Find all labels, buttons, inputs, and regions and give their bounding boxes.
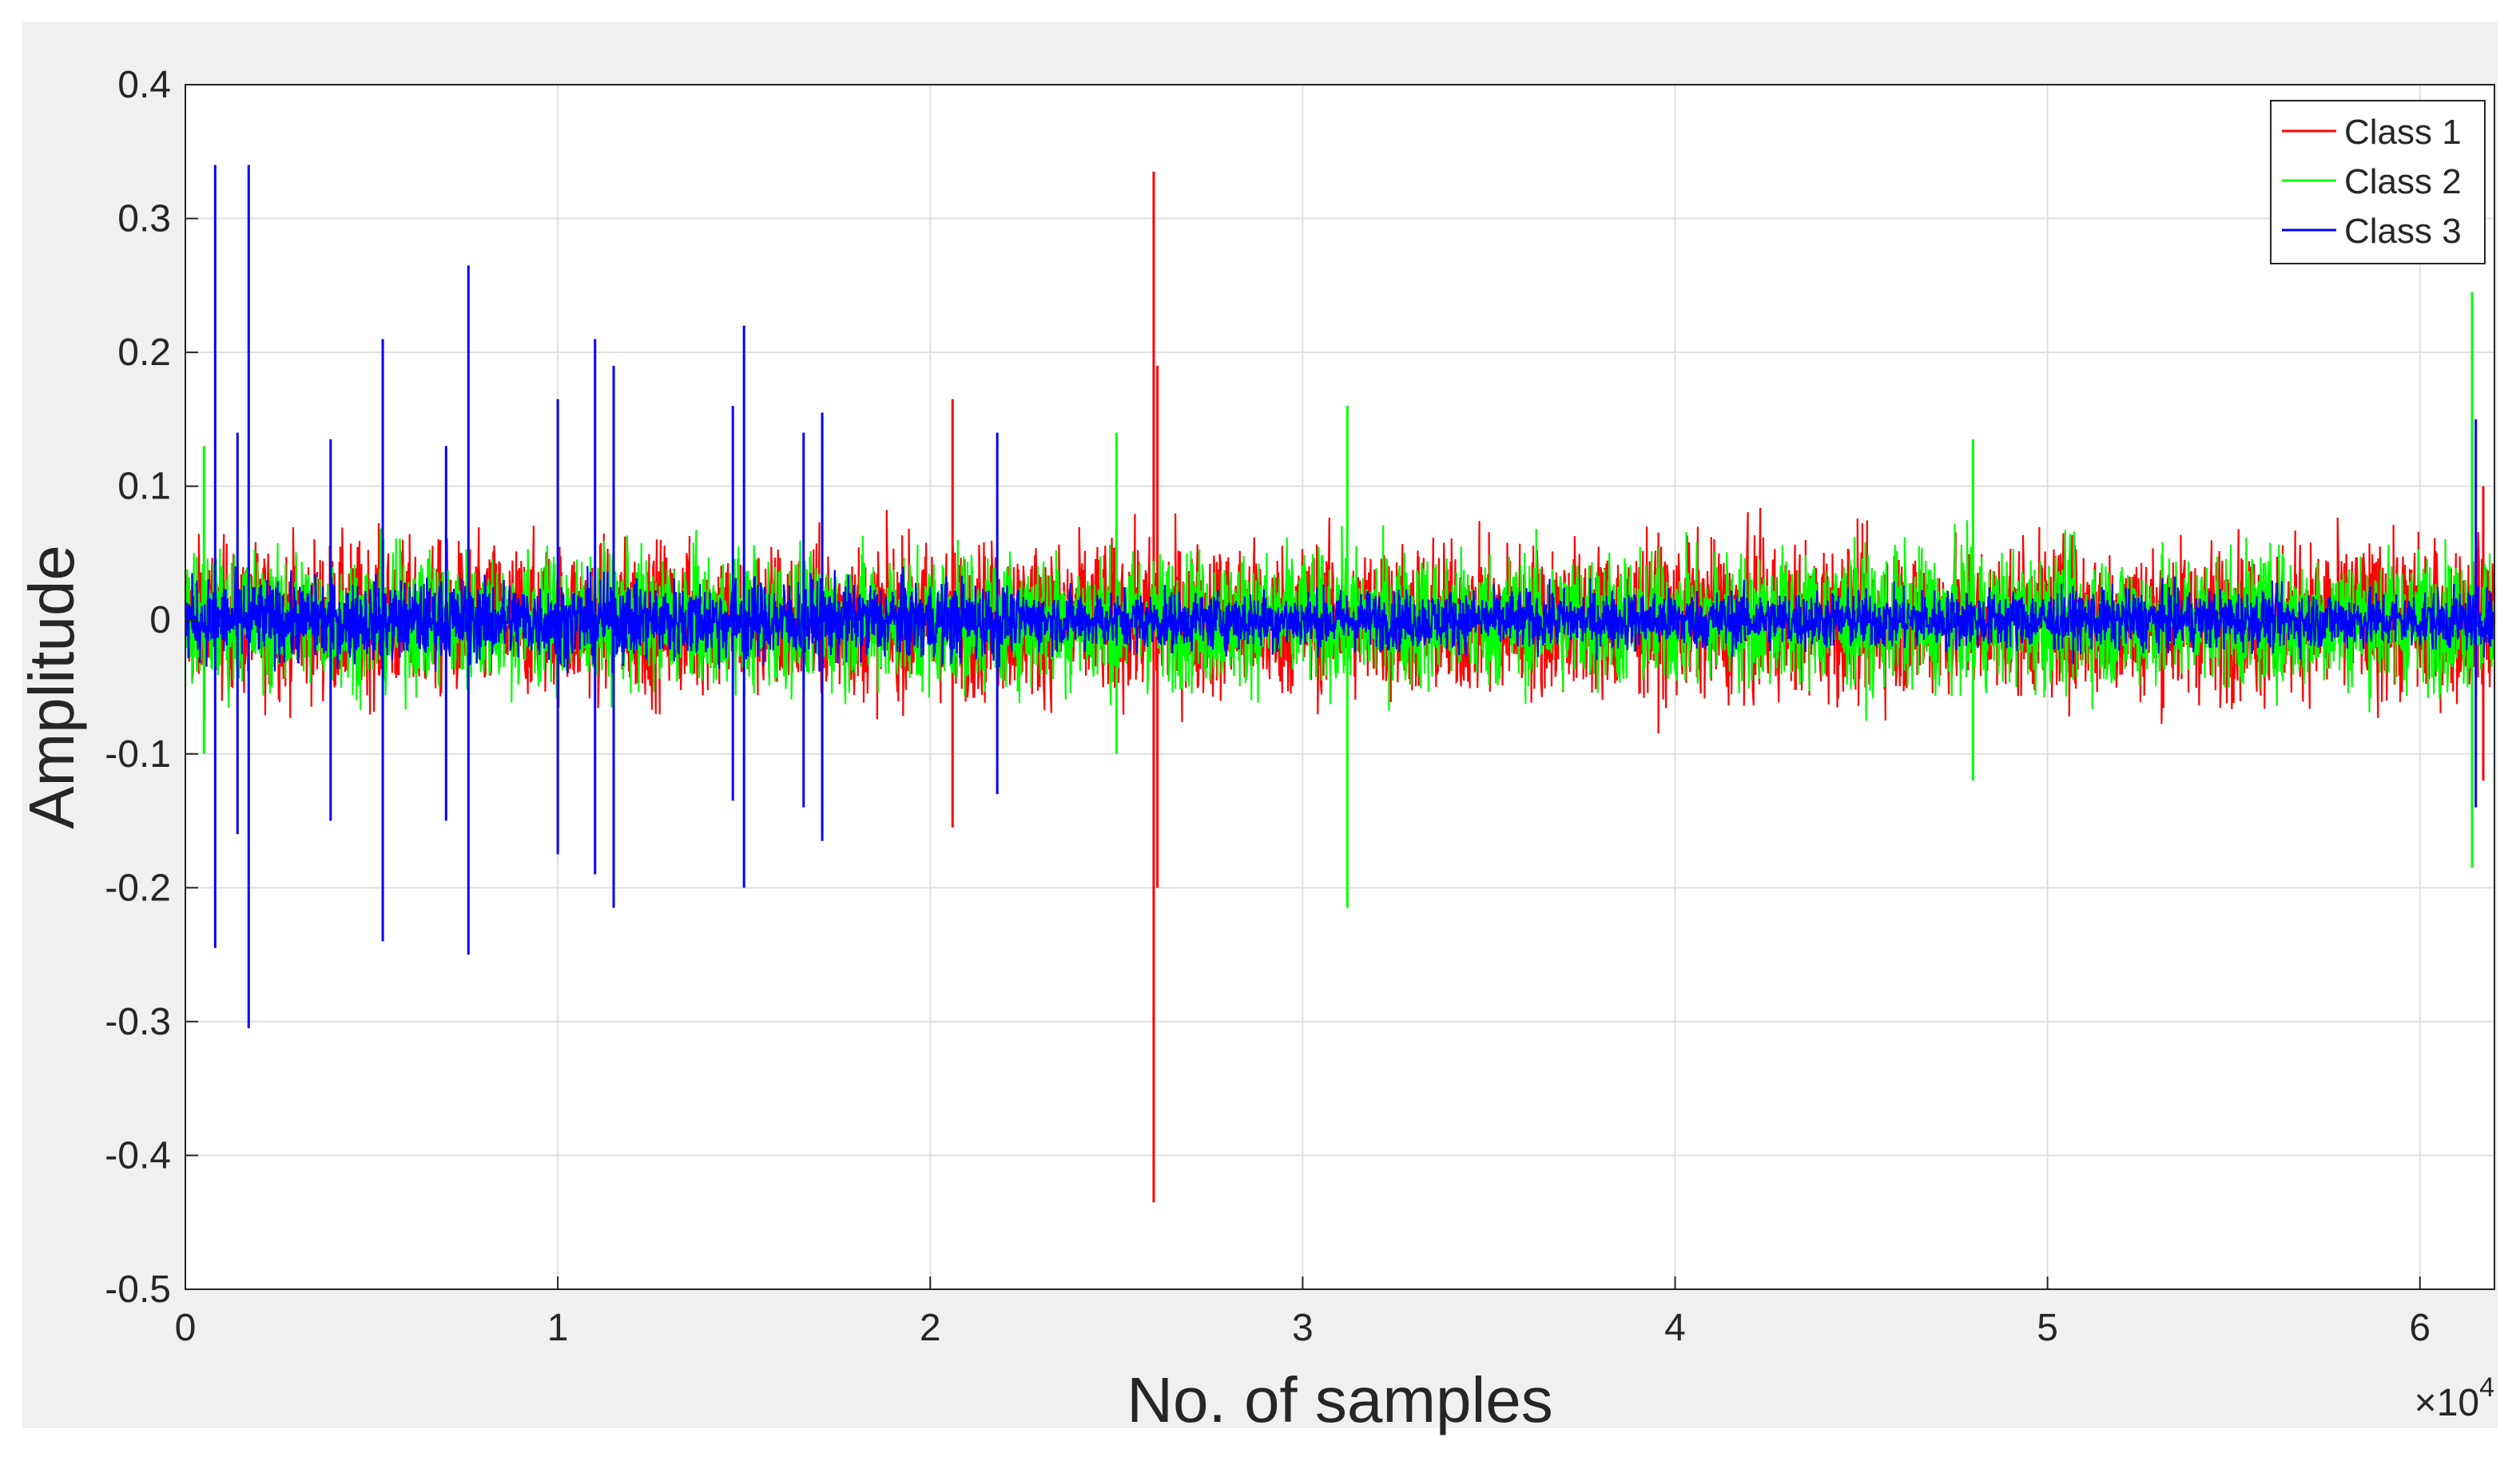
y-tick-label: 0.1 xyxy=(117,466,171,508)
x-axis-label: No. of samples xyxy=(1127,1364,1553,1435)
x-tick-label: 5 xyxy=(2037,1307,2058,1349)
x-axis-exponent-base: ×10 xyxy=(2415,1382,2479,1424)
y-tick-label: -0.1 xyxy=(105,733,171,776)
legend-label: Class 1 xyxy=(2344,113,2462,152)
x-tick-label: 6 xyxy=(2409,1307,2431,1349)
legend-label: Class 2 xyxy=(2344,162,2462,201)
x-axis-exponent: ×104 xyxy=(2415,1372,2494,1424)
x-tick-label: 3 xyxy=(1292,1307,1314,1349)
series-trace xyxy=(184,520,2496,721)
series-layer xyxy=(184,165,2496,1203)
y-tick-label: 0.2 xyxy=(117,332,171,374)
x-tick-label: 0 xyxy=(175,1307,197,1349)
y-tick-label: -0.4 xyxy=(105,1134,171,1177)
y-tick-label: -0.3 xyxy=(105,1001,171,1043)
y-tick-label: -0.2 xyxy=(105,867,171,909)
series-trace xyxy=(184,566,2496,673)
x-tick-label: 4 xyxy=(1664,1307,1686,1349)
x-tick-label: 2 xyxy=(920,1307,941,1349)
y-axis-label: Amplitude xyxy=(16,545,87,829)
legend-label: Class 3 xyxy=(2344,212,2462,251)
plot-frame xyxy=(185,84,2495,1290)
axis-ticks: 0 1 2 3 4 5 6 0.4 0.3 0.2 0.1 0 -0.1 -0.2 -0.3 -0.4 -0.5 xyxy=(105,64,2431,1349)
y-tick-label: 0 xyxy=(149,599,171,641)
plot-area xyxy=(185,85,2494,1289)
series-class-3 xyxy=(184,165,2496,1029)
y-tick-label: 0.4 xyxy=(117,64,171,106)
y-tick-label: -0.5 xyxy=(105,1268,171,1311)
legend-box xyxy=(2270,100,2486,264)
legend: Class 1 Class 2 Class 3 xyxy=(2270,100,2486,264)
y-tick-label: 0.3 xyxy=(117,198,171,240)
x-axis-exponent-power: 4 xyxy=(2479,1372,2494,1403)
x-tick-label: 1 xyxy=(547,1307,569,1349)
